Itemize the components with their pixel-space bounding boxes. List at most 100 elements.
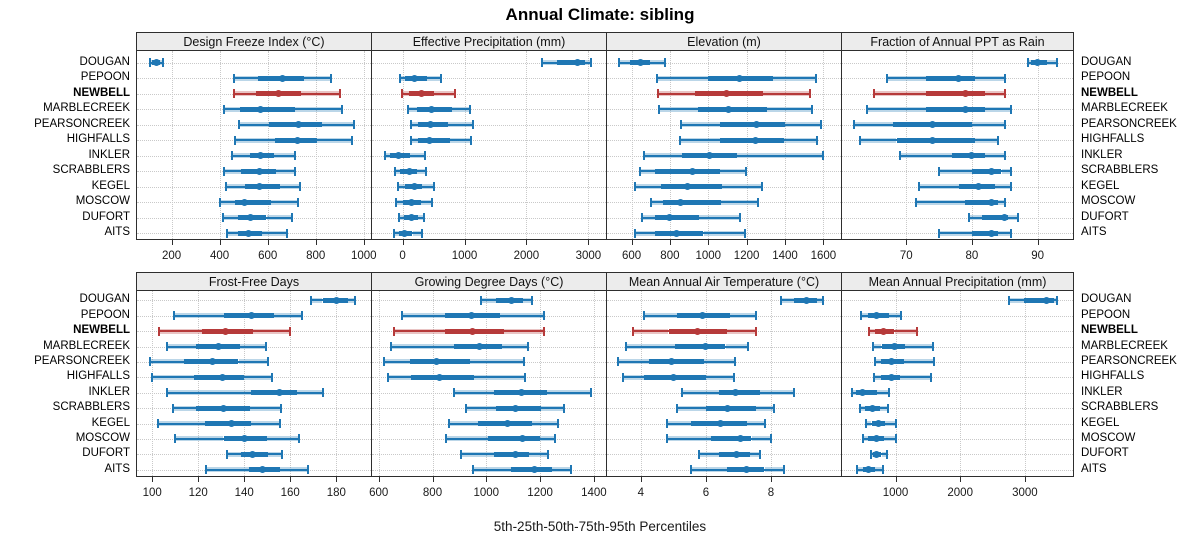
whisker-cap-high: [265, 342, 268, 351]
axis-tick-label: 4: [637, 487, 644, 499]
vertical-gridline: [290, 291, 292, 476]
whisker-cap-low: [389, 342, 392, 351]
whisker-cap-low: [410, 135, 413, 145]
station-label-left: MARBLECREEK: [43, 102, 130, 114]
whisker-cap-high: [1010, 228, 1013, 238]
axis-tick-label: 600: [369, 487, 389, 499]
axis-tick-label: 180: [326, 487, 346, 499]
median-dot: [694, 327, 702, 335]
station-label-right: NEWBELL: [1081, 324, 1138, 337]
median-dot: [407, 214, 415, 221]
vertical-gridline: [746, 51, 748, 239]
median-dot: [929, 121, 937, 128]
whisker-cap-high: [280, 403, 282, 413]
axis-tick: [708, 240, 710, 245]
axis-tick: [171, 240, 173, 245]
whisker-cap-high: [422, 213, 425, 222]
interval-row: [607, 51, 841, 239]
axis-tick: [402, 240, 404, 245]
interval-row: [372, 51, 606, 239]
interval-row: [607, 51, 841, 239]
median-dot: [683, 183, 691, 190]
whisker-cap-low: [158, 326, 161, 336]
interval-row: [607, 51, 841, 239]
median-dot: [891, 343, 899, 350]
interquartile-box: [926, 91, 986, 96]
vertical-gridline: [171, 51, 173, 239]
whisker-cap-high: [453, 89, 456, 98]
vertical-gridline: [336, 291, 338, 476]
whisker-cap-high: [783, 465, 785, 475]
station-label-right: DUFORT: [1081, 210, 1129, 223]
whisker-cap-low: [859, 135, 862, 145]
station-label-right: INKLER: [1081, 148, 1123, 161]
vertical-gridline: [669, 51, 671, 239]
vertical-gridline: [363, 51, 365, 239]
interval-row: [372, 291, 606, 476]
interval-row: [607, 291, 841, 476]
axis-tick: [336, 477, 338, 482]
median-dot: [665, 214, 673, 221]
whisker-cap-low: [657, 89, 660, 98]
median-dot: [872, 450, 880, 458]
axis-tick-label: 120: [188, 487, 208, 499]
whisker-cap-low: [233, 73, 236, 83]
whisker-cap-high: [300, 311, 303, 321]
whisker-cap-low: [858, 403, 861, 413]
station-label-left: HIGHFALLS: [66, 370, 130, 383]
station-label-left: NEWBELL: [73, 86, 130, 99]
horizontal-gridline: [842, 438, 1073, 440]
whisker-cap-high: [350, 135, 353, 145]
interquartile-box: [487, 436, 541, 442]
panel-strip: Frost-Free Days: [136, 272, 372, 290]
median-dot: [512, 450, 520, 458]
whisker-cap-low: [233, 89, 236, 98]
interval-row: [137, 291, 371, 476]
interquartile-box: [719, 390, 760, 396]
axis-tick-label: 80: [965, 250, 979, 262]
whisker-cap-high: [589, 58, 592, 67]
whisker-cap-low: [149, 58, 151, 67]
axis-tick-label: 1600: [810, 250, 837, 262]
axis-tick-label: 1000: [351, 250, 377, 262]
whisker-cap-low: [447, 419, 450, 428]
interquartile-box: [719, 122, 785, 127]
whisker-cap-high: [773, 403, 776, 413]
axis-tick-label: 160: [280, 487, 300, 499]
interquartile-box: [663, 199, 721, 205]
panel-title: Mean Annual Precipitation (mm): [868, 274, 1047, 289]
whisker-cap-low: [898, 151, 901, 160]
panel-plot: [136, 290, 372, 477]
axis-tick: [198, 477, 200, 482]
whisker-cap-high: [440, 73, 442, 83]
station-label-left: DOUGAN: [79, 55, 130, 68]
whisker-line: [873, 376, 932, 379]
axis-tick-label: 800: [660, 250, 680, 262]
interval-row: [607, 291, 841, 476]
interval-row: [137, 291, 371, 476]
whisker-cap-high: [278, 419, 281, 428]
median-dot: [736, 74, 744, 82]
station-label-right: DUFORT: [1081, 447, 1129, 460]
whisker-cap-high: [298, 434, 301, 444]
whisker-cap-high: [321, 388, 324, 398]
median-dot: [395, 152, 403, 159]
interquartile-box: [705, 405, 757, 411]
whisker-cap-high: [763, 419, 766, 428]
median-dot: [152, 59, 160, 66]
interval-row: [842, 291, 1073, 476]
median-dot: [1001, 214, 1009, 221]
whisker-cap-low: [634, 182, 637, 191]
whisker-cap-low: [634, 228, 637, 238]
whisker-cap-low: [230, 151, 233, 160]
interval-row: [842, 291, 1073, 476]
whisker-cap-high: [421, 228, 424, 238]
whisker-cap-low: [387, 372, 390, 382]
interval-row: [607, 291, 841, 476]
axis-tick-label: 6: [702, 487, 710, 499]
panel-plot: [371, 50, 607, 240]
whisker-cap-high: [353, 295, 356, 305]
station-label-left: DUFORT: [82, 447, 130, 460]
interquartile-box: [675, 344, 726, 349]
median-dot: [733, 450, 741, 458]
